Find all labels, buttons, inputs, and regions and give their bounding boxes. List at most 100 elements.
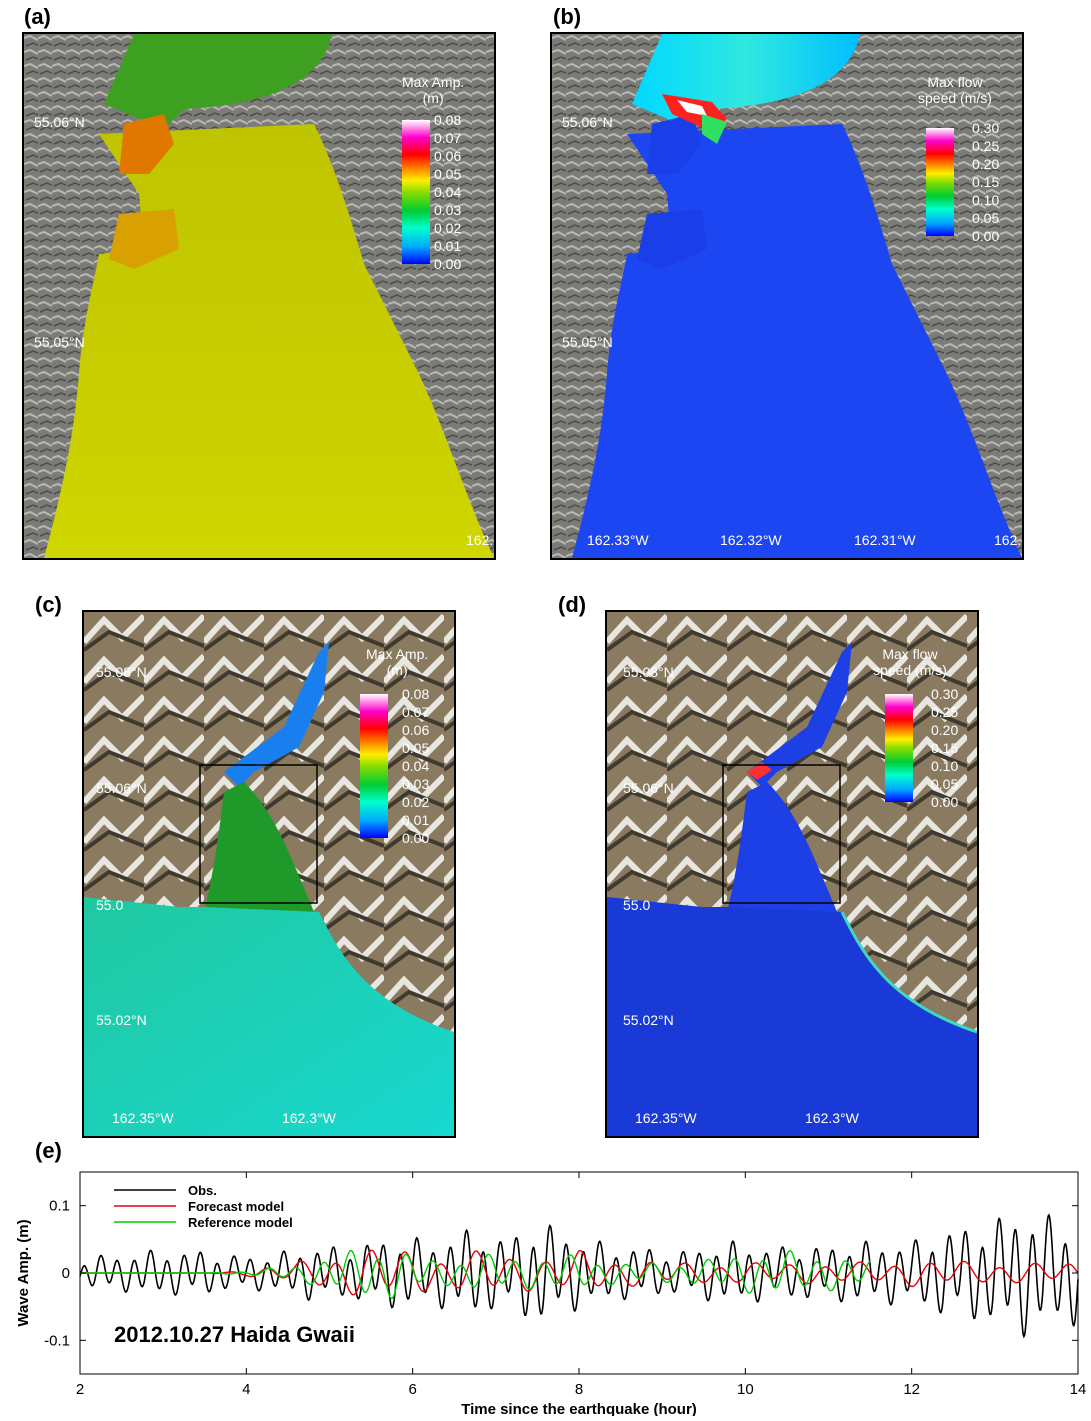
colorbar-title-d: Max flow speed (m/s) <box>873 646 947 678</box>
map-b-graphic <box>552 34 1022 558</box>
lon-label-b-0: 162.33°W <box>587 532 649 548</box>
cbar-tick: 0.10 <box>972 192 1000 208</box>
cbar-tick: 0.30 <box>931 686 959 702</box>
colorbar-b <box>926 128 954 236</box>
colorbar-title-c-line2: (m) <box>386 662 408 678</box>
lon-label-c-0: 162.35°W <box>112 1110 174 1126</box>
map-a-graphic <box>24 34 494 558</box>
cbar-tick: 0.05 <box>972 210 1000 226</box>
colorbar-title-a-line1: Max Amp. <box>402 74 465 90</box>
lat-label-a-0: 55.06°N <box>34 114 85 130</box>
colorbar-title-a-line2: (m) <box>422 90 444 106</box>
lon-label-c-1: 162.3°W <box>282 1110 336 1126</box>
cbar-tick: 0.15 <box>972 174 1000 190</box>
lon-label-a-0: 162. <box>466 532 494 548</box>
cbar-tick: 0.20 <box>972 156 1000 172</box>
x-tick-label: 8 <box>575 1381 583 1398</box>
lon-label-b-3: 162. <box>994 532 1022 548</box>
lon-label-b-1: 162.32°W <box>720 532 782 548</box>
y-tick-label: -0.1 <box>44 1332 70 1349</box>
cbar-tick: 0.00 <box>972 228 1000 244</box>
cbar-tick: 0.00 <box>402 830 430 846</box>
colorbar-title-b: Max flow speed (m/s) <box>918 74 992 106</box>
lat-label-b-0: 55.06°N <box>562 114 613 130</box>
colorbar-title-c: Max Amp. (m) <box>366 646 428 678</box>
cbar-tick: 0.06 <box>434 148 462 164</box>
cbar-tick: 0.07 <box>434 130 462 146</box>
colorbar-a <box>402 120 430 264</box>
cbar-tick: 0.20 <box>931 722 959 738</box>
cbar-tick: 0.10 <box>931 758 959 774</box>
y-axis-label: Wave Amp. (m) <box>15 1219 32 1326</box>
colorbar-title-b-line1: Max flow <box>927 74 983 90</box>
cbar-tick: 0.01 <box>434 238 462 254</box>
panel-label-a: (a) <box>24 4 51 29</box>
colorbar-title-b-line2: speed (m/s) <box>918 90 992 106</box>
legend-label: Obs. <box>188 1183 217 1198</box>
cbar-tick: 0.25 <box>972 138 1000 154</box>
map-c-graphic <box>84 612 454 1136</box>
lon-label-d-1: 162.3°W <box>805 1110 859 1126</box>
map-d-graphic <box>607 612 977 1136</box>
cbar-tick: 0.04 <box>434 184 462 200</box>
cbar-tick: 0.07 <box>402 704 430 720</box>
legend-label: Forecast model <box>188 1199 284 1214</box>
cbar-tick: 0.00 <box>931 794 959 810</box>
cbar-tick: 0.02 <box>434 220 462 236</box>
panel-label-e: (e) <box>35 1138 62 1163</box>
x-tick-label: 6 <box>408 1381 416 1398</box>
cbar-tick: 0.08 <box>402 686 430 702</box>
lat-label-a-1: 55.05°N <box>34 334 85 350</box>
cbar-tick: 0.04 <box>402 758 430 774</box>
series-line-reference-model <box>80 1249 871 1300</box>
lat-label-c-1: 55.06°N <box>96 780 147 796</box>
lat-label-d-1: 55.06°N <box>623 780 674 796</box>
lat-label-d-0: 55.08°N <box>623 664 674 680</box>
lat-label-d-2: 55.0 <box>623 897 651 913</box>
panel-label-d: (d) <box>558 592 587 617</box>
colorbar-title-d-line2: speed (m/s) <box>873 662 947 678</box>
lon-label-b-2: 162.31°W <box>854 532 916 548</box>
x-tick-label: 14 <box>1070 1381 1087 1398</box>
x-axis-label: Time since the earthquake (hour) <box>461 1401 697 1416</box>
map-panel-a: 55.06°N 55.05°N 162. Max Amp. (m) 0.08 0… <box>22 32 496 560</box>
cbar-tick: 0.05 <box>402 740 430 756</box>
cbar-tick: 0.03 <box>434 202 462 218</box>
cbar-tick: 0.03 <box>402 776 430 792</box>
cbar-tick: 0.01 <box>402 812 430 828</box>
cbar-tick: 0.30 <box>972 120 1000 136</box>
colorbar-title-c-line1: Max Amp. <box>366 646 429 662</box>
cbar-tick: 0.06 <box>402 722 430 738</box>
axes: 2 4 6 8 10 12 14 0.1 0 -0.1 Time since the earthqu… <box>15 1171 1087 1418</box>
lat-label-d-3: 55.02°N <box>623 1012 674 1028</box>
lat-label-b-1: 55.05°N <box>562 334 613 350</box>
colorbar-d <box>885 694 913 802</box>
lat-label-c-2: 55.0 <box>96 897 124 913</box>
cbar-tick: 0.05 <box>434 166 462 182</box>
y-tick-label: 0.1 <box>49 1198 70 1215</box>
panel-label-c: (c) <box>35 592 62 617</box>
series-line-obs <box>79 1213 1079 1339</box>
cbar-tick: 0.05 <box>931 776 959 792</box>
time-series-svg: 2 4 6 8 10 12 14 0.1 0 -0.1 Time since the earthqu… <box>15 1171 1087 1418</box>
series-line-forecast-model <box>80 1249 1079 1296</box>
x-tick-label: 12 <box>903 1381 920 1398</box>
colorbar-title-a: Max Amp. (m) <box>402 74 464 106</box>
lon-label-d-0: 162.35°W <box>635 1110 697 1126</box>
colorbar-c <box>360 694 388 838</box>
lat-label-c-3: 55.02°N <box>96 1012 147 1028</box>
cbar-tick: 0.08 <box>434 112 462 128</box>
cbar-tick: 0.15 <box>931 740 959 756</box>
lat-label-c-0: 55.08°N <box>96 664 147 680</box>
cbar-tick: 0.00 <box>434 256 462 272</box>
chart-annotation: 2012.10.27 Haida Gwaii <box>114 1322 355 1347</box>
map-panel-b: 55.06°N 55.05°N 162.33°W 162.32°W 162.31… <box>550 32 1024 560</box>
x-tick-label: 2 <box>76 1381 84 1398</box>
cbar-tick: 0.25 <box>931 704 959 720</box>
map-panel-d: 55.08°N 55.06°N 55.0 55.02°N 162.35°W 16… <box>605 610 979 1138</box>
map-panel-c: 55.08°N 55.06°N 55.0 55.02°N 162.35°W 16… <box>82 610 456 1138</box>
plot-area <box>79 1213 1079 1339</box>
colorbar-title-d-line1: Max flow <box>882 646 938 662</box>
y-tick-label: 0 <box>62 1265 70 1282</box>
